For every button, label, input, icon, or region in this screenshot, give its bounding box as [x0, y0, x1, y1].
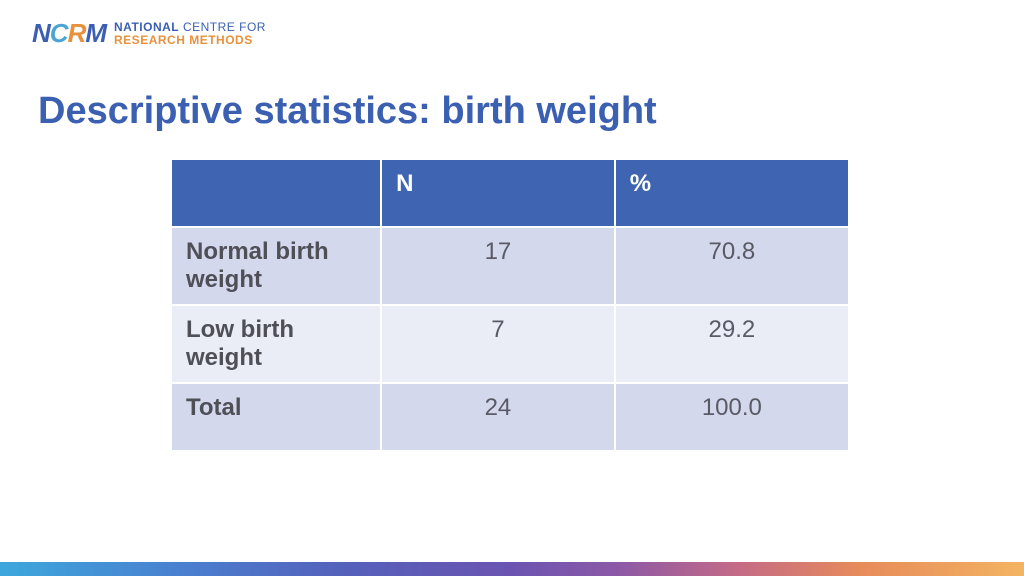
logo-letter-n: N — [32, 18, 50, 48]
logo-text-line1-bold: NATIONAL — [114, 20, 179, 34]
row-label: Normal birth weight — [172, 228, 380, 304]
stats-table: N % Normal birth weight 17 70.8 Low birt… — [170, 158, 850, 452]
row-label: Low birth weight — [172, 306, 380, 382]
logo-text-line1-light: CENTRE FOR — [179, 20, 266, 34]
row-pct: 100.0 — [616, 384, 848, 450]
row-label: Total — [172, 384, 380, 450]
table-header-row: N % — [172, 160, 848, 226]
table-header-n: N — [382, 160, 614, 226]
footer-gradient-bar — [0, 562, 1024, 576]
logo-text: NATIONAL CENTRE FOR RESEARCH METHODS — [114, 21, 266, 46]
logo-text-line1: NATIONAL CENTRE FOR — [114, 21, 266, 34]
table-header-pct: % — [616, 160, 848, 226]
table-row: Total 24 100.0 — [172, 384, 848, 450]
page-title: Descriptive statistics: birth weight — [38, 90, 657, 133]
logo-letter-m: M — [85, 18, 106, 48]
table-header-blank — [172, 160, 380, 226]
logo-text-line2: RESEARCH METHODS — [114, 34, 266, 47]
row-n: 24 — [382, 384, 614, 450]
logo-letter-c: C — [50, 18, 68, 48]
table-row: Low birth weight 7 29.2 — [172, 306, 848, 382]
row-pct: 29.2 — [616, 306, 848, 382]
org-logo: NCRM NATIONAL CENTRE FOR RESEARCH METHOD… — [32, 18, 266, 49]
row-pct: 70.8 — [616, 228, 848, 304]
row-n: 7 — [382, 306, 614, 382]
table-row: Normal birth weight 17 70.8 — [172, 228, 848, 304]
logo-letter-r: R — [68, 18, 86, 48]
logo-mark: NCRM — [32, 18, 106, 49]
row-n: 17 — [382, 228, 614, 304]
